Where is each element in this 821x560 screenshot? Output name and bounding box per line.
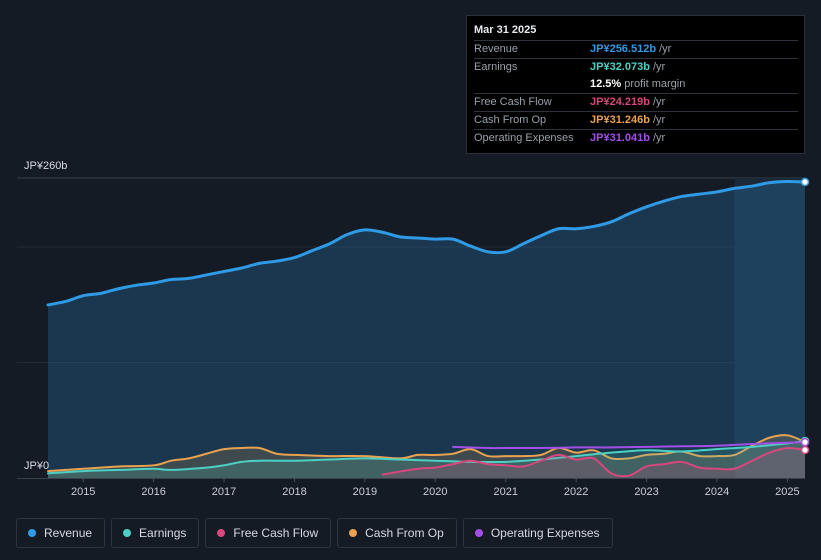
profit-margin-label: profit margin [624, 78, 686, 90]
x-tick-label: 2020 [423, 486, 447, 498]
x-tick-label: 2021 [493, 486, 517, 498]
tooltip-row-cash-from-op: Cash From Op JP¥31.246b /yr [474, 111, 798, 129]
cash-from-op-line [47, 434, 806, 473]
tooltip-row-earnings: Earnings JP¥32.073b /yr [474, 58, 798, 76]
legend-label: Operating Expenses [490, 526, 600, 540]
tooltip-label: Revenue [474, 43, 519, 55]
tooltip-label: Free Cash Flow [474, 96, 552, 108]
legend-item-free-cash-flow[interactable]: Free Cash Flow [205, 518, 332, 548]
operating-expenses-line [451, 441, 806, 450]
profit-margin-value: 12.5% [590, 78, 622, 90]
x-tick-label: 2023 [634, 486, 658, 498]
tooltip-value: JP¥256.512b [590, 43, 657, 55]
free-cash-flow-area [382, 447, 805, 478]
free-cash-flow-endpoint [800, 445, 810, 455]
tooltip-value: JP¥32.073b [590, 61, 650, 73]
tooltip-unit: /yr [659, 43, 672, 55]
legend-label: Earnings [139, 526, 187, 540]
y-axis-top-label: JP¥260b [24, 160, 68, 172]
earnings-line [47, 439, 806, 475]
revenue-dot-icon [28, 529, 36, 537]
free-cash-flow-dot-icon [217, 529, 226, 537]
legend-label: Free Cash Flow [233, 526, 319, 540]
x-tick-label: 2016 [141, 486, 165, 498]
tooltip-unit: /yr [652, 96, 666, 108]
data-tooltip: Mar 31 2025 Revenue JP¥256.512b /yr Earn… [466, 15, 805, 154]
tooltip-row-margin: 12.5% profit margin [474, 76, 798, 93]
revenue-area [48, 181, 805, 478]
tooltip-unit: /yr [652, 61, 666, 73]
x-tick-label: 2022 [564, 486, 588, 498]
x-tick-label: 2019 [353, 486, 377, 498]
free-cash-flow-line [381, 446, 806, 478]
x-tick-label: 2017 [212, 486, 236, 498]
x-tick-label: 2015 [71, 486, 95, 498]
tooltip-label: Earnings [474, 61, 518, 73]
operating-expenses-dot-icon [474, 529, 483, 537]
tooltip-label: Cash From Op [474, 114, 547, 126]
tooltip-unit: /yr [652, 114, 666, 126]
revenue-endpoint [800, 177, 810, 187]
legend-item-cash-from-op[interactable]: Cash From Op [337, 518, 457, 548]
cash-from-op-area [48, 435, 805, 478]
cash-from-op-dot-icon [349, 529, 358, 537]
y-axis-bottom-label: JP¥0 [24, 460, 50, 472]
x-tick-label: 2024 [705, 486, 729, 498]
legend-item-earnings[interactable]: Earnings [111, 518, 200, 548]
revenue-line [46, 179, 807, 307]
legend-item-operating-expenses[interactable]: Operating Expenses [462, 518, 613, 548]
tooltip-value: JP¥24.219b [590, 96, 650, 108]
tooltip-row-revenue: Revenue JP¥256.512b /yr [474, 40, 798, 58]
x-tick-label: 2018 [282, 486, 306, 498]
chart-legend: Revenue Earnings Free Cash Flow Cash Fro… [16, 518, 613, 548]
earnings-area [48, 440, 805, 478]
legend-label: Revenue [44, 526, 93, 540]
x-tick-label: 2025 [775, 486, 799, 498]
tooltip-row-operating-expenses: Operating Expenses JP¥31.041b /yr [474, 129, 798, 147]
tooltip-date: Mar 31 2025 [474, 24, 537, 36]
tooltip-label: Operating Expenses [474, 132, 574, 144]
tooltip-value: JP¥31.041b [590, 132, 650, 144]
earnings-dot-icon [123, 529, 132, 537]
legend-label: Cash From Op [365, 526, 444, 540]
tooltip-row-free-cash-flow: Free Cash Flow JP¥24.219b /yr [474, 93, 798, 111]
tooltip-unit: /yr [652, 132, 666, 144]
recent-period-band [734, 178, 805, 478]
tooltip-value: JP¥31.246b [590, 114, 650, 126]
operating-expenses-endpoint [800, 437, 810, 447]
legend-item-revenue[interactable]: Revenue [16, 518, 106, 548]
